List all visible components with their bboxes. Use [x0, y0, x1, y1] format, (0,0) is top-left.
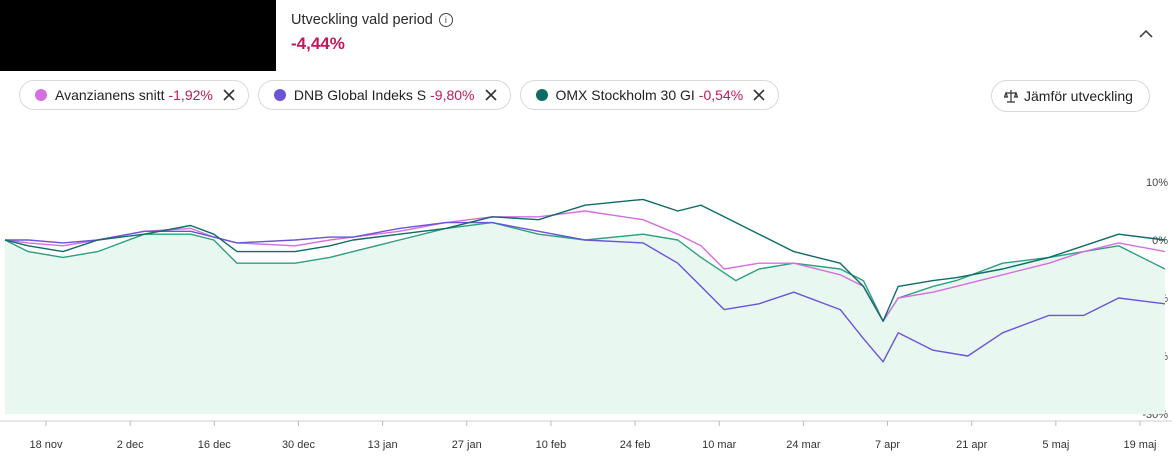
- x-tick-label: 24 mar: [786, 439, 821, 451]
- period-title-row: Utveckling vald period i: [291, 12, 453, 28]
- x-tick-label: 7 apr: [875, 439, 900, 451]
- chip-label: DNB Global Indeks S: [293, 87, 427, 103]
- y-tick-label: 0%: [1152, 235, 1168, 247]
- chip-avanzianens-snitt[interactable]: Avanzianens snitt -1,92%: [19, 80, 249, 110]
- period-title: Utveckling vald period: [291, 12, 433, 28]
- close-icon[interactable]: [752, 88, 766, 102]
- x-tick-label: 24 feb: [620, 439, 651, 451]
- chip-label: Avanzianens snitt: [55, 87, 165, 103]
- chip-color-dot: [35, 89, 47, 101]
- period-header: Utveckling vald period i -4,44%: [291, 12, 453, 54]
- chip-change: -9,80%: [430, 87, 475, 103]
- chip-change: -0,54%: [698, 87, 744, 103]
- x-tick-label: 21 apr: [956, 439, 988, 451]
- x-tick-label: 27 jan: [452, 439, 482, 451]
- series-line-avanzianens-snitt: [4, 210, 1166, 322]
- x-tick-label: 19 maj: [1123, 439, 1156, 451]
- close-icon[interactable]: [484, 88, 498, 102]
- chip-color-dot: [535, 89, 548, 101]
- chip-change: -1,92%: [168, 87, 213, 103]
- period-value: -4,44%: [291, 34, 345, 53]
- chip-omx-stockholm-30[interactable]: OMX Stockholm 30 GI -0,54%: [519, 80, 780, 110]
- x-tick-label: 16 dec: [198, 439, 232, 451]
- chip-dnb-global-indeks[interactable]: DNB Global Indeks S -9,80%: [257, 80, 511, 110]
- close-icon[interactable]: [222, 88, 236, 102]
- x-tick-label: 30 dec: [282, 439, 316, 451]
- series-line-main-0: [4, 221, 1166, 322]
- x-tick-label: 10 mar: [702, 439, 737, 451]
- info-icon[interactable]: i: [438, 13, 453, 27]
- series-fill-area: [5, 222, 1165, 414]
- series-line-dnb-global-indeks-s: [5, 221, 1166, 363]
- comparison-chips: Avanzianens snitt -1,92% DNB Global Inde…: [19, 80, 780, 110]
- x-tick-label: 18 nov: [29, 439, 63, 451]
- x-tick-label: 5 maj: [1042, 439, 1069, 451]
- x-tick-label: 2 dec: [117, 439, 144, 451]
- compare-button[interactable]: Jämför utveckling: [991, 80, 1150, 112]
- chip-color-dot: [273, 89, 286, 101]
- compare-button-label: Jämför utveckling: [1024, 88, 1133, 104]
- scale-icon: [1004, 90, 1018, 103]
- series-line-omx-stockholm-30-gi: [4, 198, 1166, 322]
- x-tick-label: 13 jan: [368, 439, 398, 451]
- chip-label: OMX Stockholm 30 GI: [555, 87, 695, 103]
- y-tick-label: 10%: [1146, 177, 1168, 189]
- chevron-up-icon[interactable]: [1136, 24, 1156, 44]
- redacted-block: [0, 0, 276, 71]
- x-tick-label: 10 feb: [536, 439, 567, 451]
